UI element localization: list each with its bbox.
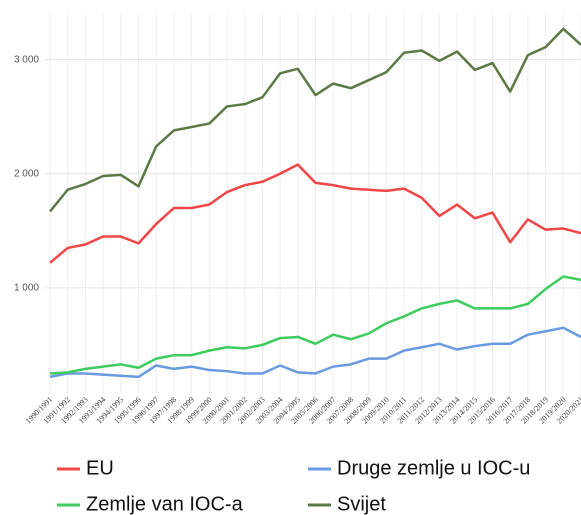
series-line	[49, 163, 581, 264]
y-tick-label: 2 000	[14, 168, 39, 179]
series-line	[49, 27, 581, 213]
y-tick-label: 1 000	[14, 283, 39, 294]
legend-label: Zemlje van IOC-a	[86, 493, 244, 515]
series-line	[49, 326, 581, 379]
legend-label: EU	[86, 457, 114, 479]
legend-label: Svijet	[337, 493, 386, 515]
legend-label: Druge zemlje u IOC-u	[337, 457, 530, 479]
series-line	[49, 275, 581, 375]
y-tick-label: 3 000	[14, 54, 39, 65]
